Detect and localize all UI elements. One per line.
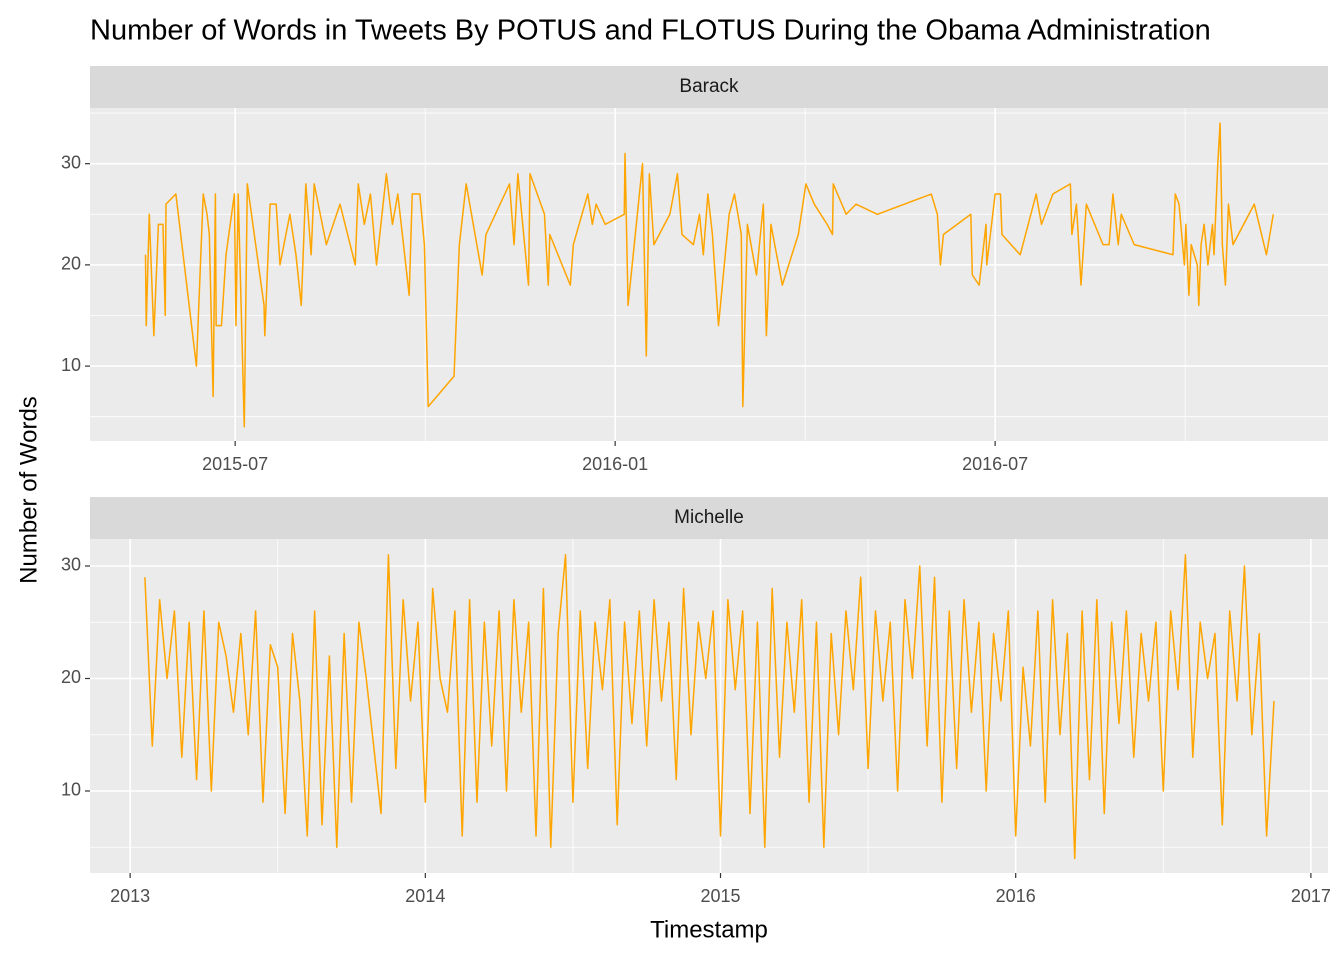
y-tick-label: 30 [61,152,81,172]
x-tick-label: 2016-01 [582,454,648,474]
y-tick-label: 10 [61,355,81,375]
data-line [144,554,1275,860]
x-tick-label: 2017 [1291,886,1331,906]
x-tick-label: 2015-07 [202,454,268,474]
x-tick-label: 2016 [996,886,1036,906]
plot-panel [90,539,1328,873]
x-tick-label: 2013 [110,886,150,906]
strip-label: Michelle [674,507,744,528]
y-tick-label: 20 [61,667,81,687]
plot-panel [90,108,1328,441]
y-axis-title: Number of Words [15,396,42,584]
strip [90,497,1328,539]
x-tick-label: 2016-07 [962,454,1028,474]
x-tick-label: 2014 [405,886,445,906]
chart-title: Number of Words in Tweets By POTUS and F… [90,15,1211,47]
strip [90,66,1328,108]
data-line [144,122,1275,428]
x-tick-label: 2015 [700,886,740,906]
y-tick-label: 30 [61,555,81,575]
y-tick-label: 10 [61,780,81,800]
x-axis-title: Timestamp [650,916,768,943]
strip-label: Barack [679,76,739,97]
y-tick-label: 20 [61,254,81,274]
